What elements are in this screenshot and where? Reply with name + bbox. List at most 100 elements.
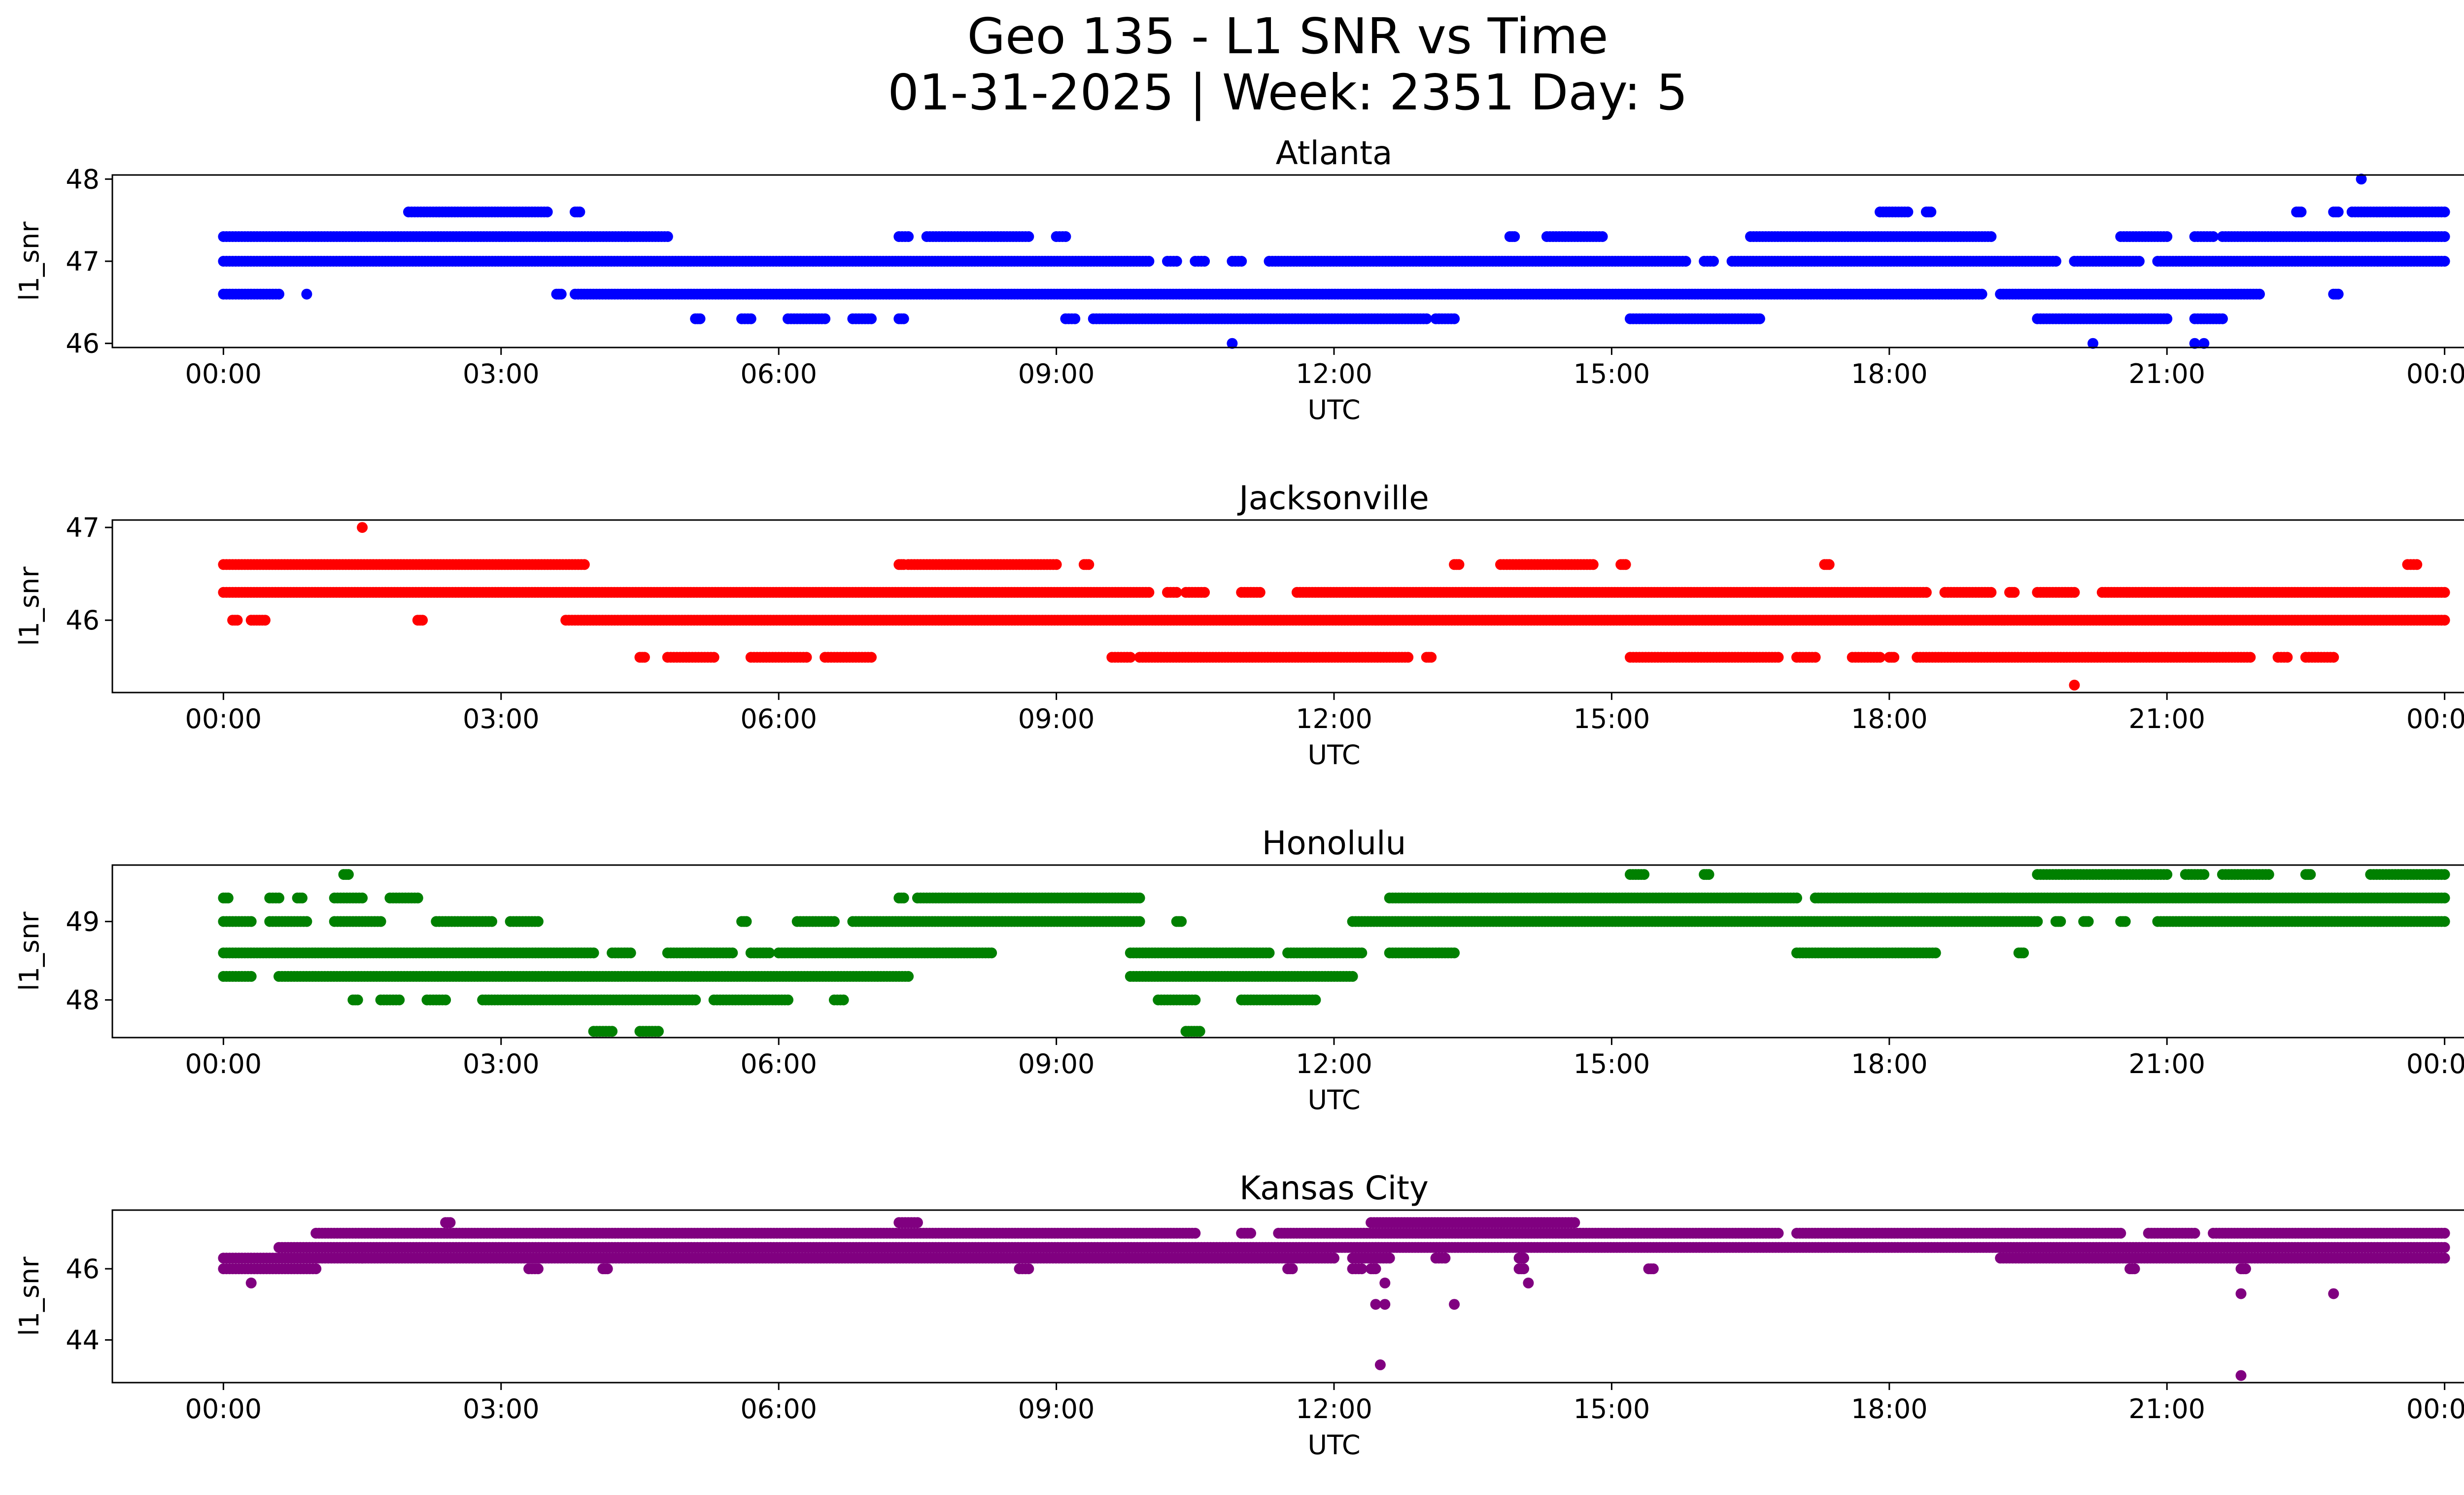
data-point <box>2411 559 2423 570</box>
y-tick-label: 47 <box>66 512 100 543</box>
data-point <box>412 892 423 904</box>
data-point <box>1639 869 1650 880</box>
data-point <box>1587 559 1599 570</box>
data-point <box>708 652 719 663</box>
data-point <box>1051 559 1062 570</box>
data-point <box>2439 207 2450 217</box>
data-point <box>1236 256 1247 267</box>
y-axis-label: l1_snr <box>14 221 45 301</box>
data-point <box>1199 587 1210 598</box>
x-tick-label: 00:00 <box>2406 703 2464 734</box>
data-point <box>2254 288 2265 300</box>
data-point <box>1134 892 1145 904</box>
data-point <box>1754 313 1765 324</box>
data-point <box>1199 256 1210 267</box>
data-point <box>2009 587 2020 598</box>
x-tick-label: 15:00 <box>1574 358 1650 389</box>
data-point <box>820 313 831 324</box>
y-axis-label: l1_snr <box>14 566 45 646</box>
data-point <box>1597 231 1608 242</box>
x-tick-label: 15:00 <box>1574 703 1650 734</box>
data-point <box>2439 256 2450 267</box>
data-point <box>1620 559 1631 570</box>
subplot-title: Jacksonville <box>1237 479 1429 517</box>
data-point <box>1902 207 1914 217</box>
data-point <box>245 916 257 927</box>
data-point <box>866 313 877 324</box>
data-point <box>2439 916 2450 927</box>
figure-title-line2: 01-31-2025 | Week: 2351 Day: 5 <box>888 64 1687 121</box>
data-point <box>662 231 673 242</box>
data-point <box>828 916 840 927</box>
data-point <box>1403 652 1414 663</box>
data-point <box>1060 231 1071 242</box>
data-point <box>1453 559 1465 570</box>
x-axis-label: UTC <box>1307 394 1360 425</box>
data-point <box>2439 869 2450 880</box>
data-point <box>1773 652 1784 663</box>
data-point <box>694 313 706 324</box>
data-point <box>1449 313 1460 324</box>
data-point <box>2328 652 2339 663</box>
data-point <box>1985 231 1997 242</box>
data-point <box>1703 869 1714 880</box>
data-point <box>2069 679 2080 691</box>
data-point <box>357 892 368 904</box>
data-point <box>301 288 312 300</box>
x-tick-label: 06:00 <box>740 703 817 734</box>
data-point <box>1069 313 1081 324</box>
data-point <box>2439 231 2450 242</box>
data-point <box>2245 652 2256 663</box>
data-point <box>1875 652 1885 663</box>
data-point <box>297 892 308 904</box>
data-point <box>898 313 909 324</box>
x-tick-label: 18:00 <box>1851 358 1928 389</box>
data-point <box>532 916 544 927</box>
data-point <box>898 892 909 904</box>
data-point <box>2050 256 2061 267</box>
data-point <box>1509 231 1520 242</box>
data-point <box>1985 587 1997 598</box>
y-tick-label: 48 <box>66 164 100 195</box>
data-markers <box>218 174 2450 349</box>
data-point <box>274 288 284 300</box>
y-tick-label: 46 <box>66 605 100 636</box>
data-point <box>574 207 585 217</box>
y-tick-label: 47 <box>66 246 100 277</box>
data-point <box>1888 652 1900 663</box>
x-tick-label: 00:00 <box>185 703 262 734</box>
data-point <box>2439 892 2450 904</box>
x-tick-label: 03:00 <box>463 703 540 734</box>
data-point <box>2198 869 2210 880</box>
x-tick-label: 00:00 <box>185 358 262 389</box>
data-point <box>579 559 590 570</box>
data-point <box>2032 916 2043 927</box>
data-point <box>1254 587 1266 598</box>
x-tick-label: 06:00 <box>740 358 817 389</box>
data-point <box>1143 256 1155 267</box>
x-tick-label: 21:00 <box>2128 703 2205 734</box>
data-point <box>2120 916 2131 927</box>
x-tick-label: 21:00 <box>2128 358 2205 389</box>
data-point <box>1791 892 1802 904</box>
data-point <box>1083 559 1095 570</box>
data-point <box>2439 587 2450 598</box>
data-point <box>542 207 553 217</box>
data-point <box>2332 207 2344 217</box>
data-point <box>2305 869 2316 880</box>
data-point <box>866 652 877 663</box>
x-tick-label: 03:00 <box>463 358 540 389</box>
data-point <box>2161 313 2173 324</box>
data-point <box>1920 587 1932 598</box>
y-tick-label: 46 <box>66 328 100 359</box>
data-point <box>1426 652 1437 663</box>
figure-title-line1: Geo 135 - L1 SNR vs Time <box>967 7 1608 65</box>
x-tick-label: 12:00 <box>1296 703 1372 734</box>
data-point <box>745 313 756 324</box>
data-point <box>357 522 368 533</box>
data-point <box>486 916 497 927</box>
